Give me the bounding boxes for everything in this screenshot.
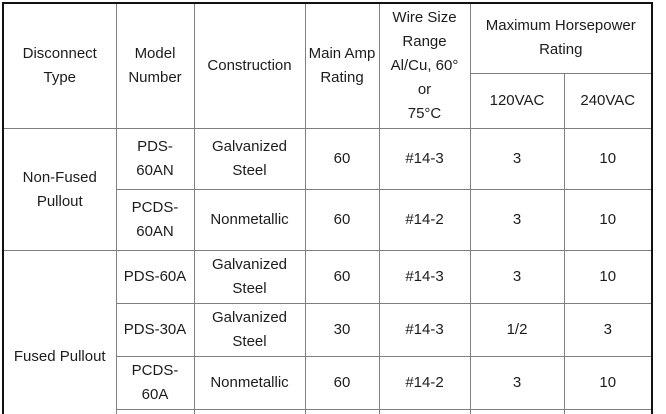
- disconnect-spec-table: Disconnect Type Model Number Constructio…: [2, 2, 654, 414]
- table-row: PCDS-60AN Nonmetallic 60 #14-2 3 10: [3, 189, 653, 251]
- cell-construction: Nonmetallic: [193, 356, 306, 410]
- cell-main-amp: 30: [304, 303, 380, 357]
- cell-wire-size: #14-2: [378, 189, 471, 251]
- table-row: Non-Fused Pullout PDS-60AN Galvanized St…: [2, 128, 653, 251]
- cell-main-amp: 60: [304, 250, 380, 304]
- header-model-number: Model Number: [115, 2, 195, 129]
- cell-wire-size: #14-2: [378, 409, 471, 414]
- table-row: Fused Pullout PDS-60A Galvanized Steel 6…: [2, 250, 653, 414]
- cell-main-amp: 30: [304, 409, 380, 414]
- cell-hp-120vac: 3: [469, 128, 565, 190]
- cell-wire-size: #14-3: [378, 250, 471, 304]
- cell-disconnect-type-group: Fused Pullout: [2, 250, 117, 414]
- cell-model-number: PCDS-60A: [115, 356, 195, 410]
- table-row: PCDS-30A Nonmetallic 30 #14-2 1/2: [3, 409, 653, 414]
- table-row: PDS-30A Galvanized Steel 30 #14-3 1/2 3: [3, 303, 653, 357]
- header-construction: Construction: [193, 2, 306, 129]
- cell-wire-size: #14-3: [378, 128, 471, 190]
- cell-main-amp: 60: [304, 128, 380, 190]
- cell-hp-240vac: [563, 409, 653, 414]
- cell-model-number: PDS-30A: [115, 303, 195, 357]
- cell-hp-240vac: 10: [563, 356, 653, 410]
- cell-model-number: PCDS-60AN: [115, 189, 195, 251]
- cell-wire-size: #14-3: [378, 303, 471, 357]
- cell-hp-240vac: 10: [563, 250, 653, 304]
- cell-model-number: PCDS-30A: [115, 409, 195, 414]
- cell-hp-120vac: 3: [469, 189, 565, 251]
- cell-construction: Galvanized Steel: [193, 303, 306, 357]
- header-wire-size-range: Wire Size Range Al/Cu, 60° or 75°C: [378, 2, 471, 129]
- cell-hp-240vac: 10: [563, 189, 653, 251]
- cell-construction: Nonmetallic: [193, 189, 306, 251]
- cell-main-amp: 60: [304, 189, 380, 251]
- cell-model-number: PDS-60A: [115, 250, 195, 304]
- cell-construction: Nonmetallic: [193, 409, 306, 414]
- cell-wire-size: #14-2: [378, 356, 471, 410]
- header-max-horsepower-rating: Maximum Horsepower Rating: [469, 2, 653, 74]
- cell-hp-120vac: 1/2: [469, 303, 565, 357]
- cell-main-amp: 60: [304, 356, 380, 410]
- cell-hp-120vac: 3: [469, 356, 565, 410]
- header-120vac: 120VAC: [469, 72, 565, 130]
- cell-hp-240vac: 3: [563, 303, 653, 357]
- header-row-main: Disconnect Type Model Number Constructio…: [2, 2, 653, 129]
- cell-construction: Galvanized Steel: [193, 128, 306, 190]
- header-main-amp-rating: Main Amp Rating: [304, 2, 380, 129]
- header-disconnect-type: Disconnect Type: [2, 2, 117, 129]
- cell-hp-120vac: 3: [469, 250, 565, 304]
- cell-construction: Galvanized Steel: [193, 250, 306, 304]
- cell-hp-240vac: 10: [563, 128, 653, 190]
- header-row-voltage: 120VAC 240VAC: [3, 72, 653, 130]
- table-row: PCDS-60A Nonmetallic 60 #14-2 3 10: [3, 356, 653, 410]
- cell-hp-120vac: 1/2: [469, 409, 565, 414]
- cell-model-number: PDS-60AN: [115, 128, 195, 190]
- cell-disconnect-type-group: Non-Fused Pullout: [2, 128, 117, 251]
- header-240vac: 240VAC: [563, 72, 653, 130]
